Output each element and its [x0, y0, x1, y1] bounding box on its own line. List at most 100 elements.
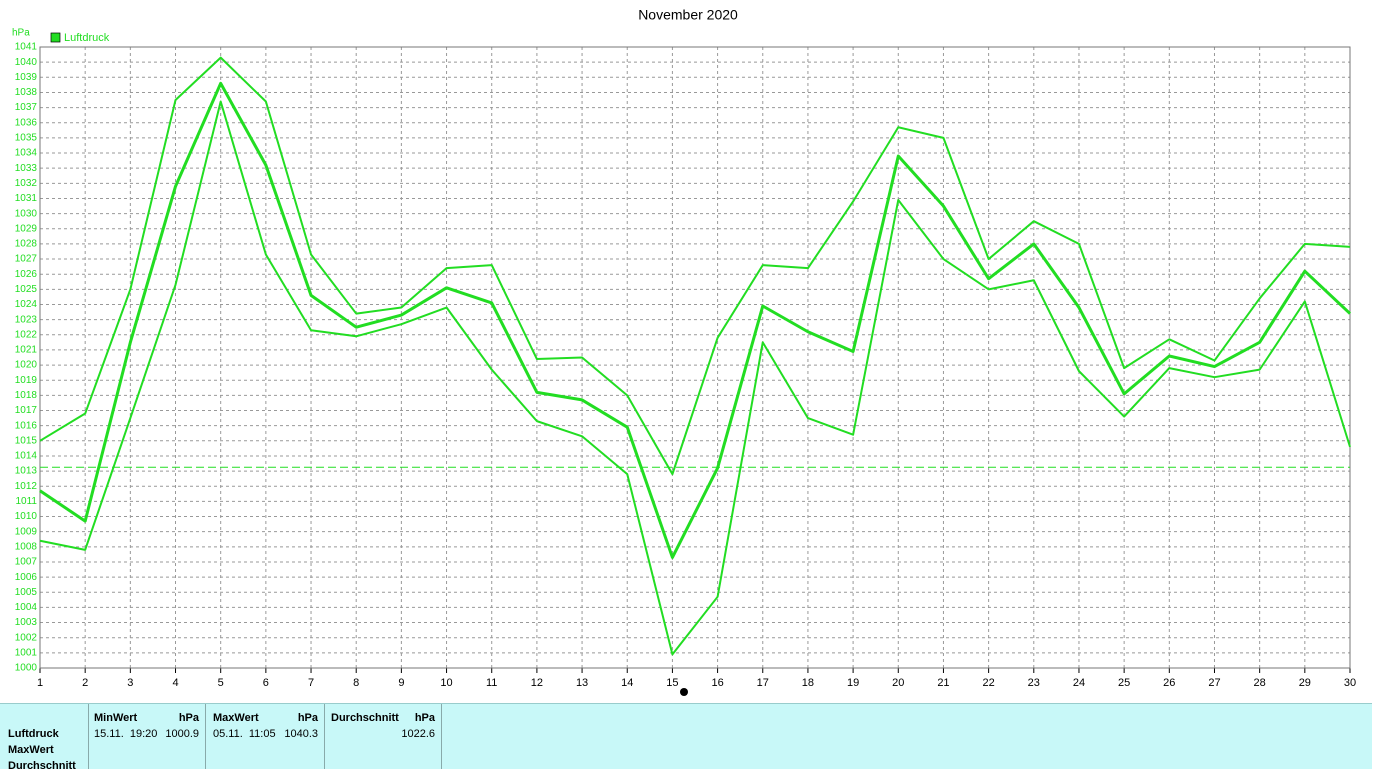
cell: 15.11. 19:20: [94, 728, 158, 740]
chart-title: November 2020: [638, 7, 738, 23]
x-tick-label: 8: [353, 677, 359, 689]
x-tick-label: 5: [218, 677, 224, 689]
cursor-marker: [680, 688, 688, 696]
row-label: MaxWert: [8, 744, 54, 756]
x-tick-label: 17: [757, 677, 769, 689]
cell: 1040.3: [284, 728, 318, 740]
y-tick-label: 1035: [15, 133, 38, 144]
x-tick-label: 26: [1163, 677, 1175, 689]
series-line: [39, 56, 1351, 476]
y-tick-label: 1032: [15, 178, 38, 189]
cell: 05.11. 11:05: [213, 728, 276, 740]
x-tick-label: 29: [1299, 677, 1311, 689]
x-tick-label: 13: [576, 677, 588, 689]
x-tick-label: 18: [802, 677, 814, 689]
y-tick-label: 1027: [15, 254, 38, 265]
y-tick-label: 1020: [15, 360, 38, 371]
x-tick-label: 23: [1028, 677, 1040, 689]
row-label: Luftdruck: [8, 728, 59, 740]
y-tick-label: 1025: [15, 284, 38, 295]
y-tick-label: 1001: [15, 647, 38, 658]
y-tick-label: 1023: [15, 314, 38, 325]
y-tick-label: 1015: [15, 435, 38, 446]
x-tick-label: 30: [1344, 677, 1356, 689]
y-tick-label: 1031: [15, 193, 38, 204]
y-tick-label: 1026: [15, 269, 38, 280]
column: Durchschnitt hPa 1022.6: [324, 704, 442, 769]
x-tick-label: 16: [711, 677, 723, 689]
y-tick-label: 1007: [15, 557, 38, 568]
y-tick-label: 1034: [15, 148, 38, 159]
scroll-area: [1372, 0, 1381, 703]
y-tick-label: 1016: [15, 420, 38, 431]
header-unit: hPa: [414, 712, 435, 724]
header: MinWert: [94, 712, 138, 724]
x-tick-label: 14: [621, 677, 633, 689]
x-tick-label: 19: [847, 677, 859, 689]
y-tick-label: 1024: [15, 299, 38, 310]
x-tick-label: 15: [666, 677, 678, 689]
y-tick-label: 1039: [15, 72, 38, 83]
y-tick-label: 1006: [15, 572, 38, 583]
header-unit: hPa: [297, 712, 318, 724]
x-tick-label: 1: [37, 677, 43, 689]
y-tick-label: 1002: [15, 632, 38, 643]
y-tick-label: 1030: [15, 208, 38, 219]
x-tick-label: 25: [1118, 677, 1130, 689]
x-tick-label: 7: [308, 677, 314, 689]
header: Durchschnitt: [331, 712, 399, 724]
series-line: [39, 100, 1351, 656]
y-tick-label: 1036: [15, 117, 38, 128]
x-tick-label: 20: [892, 677, 904, 689]
x-tick-label: 27: [1208, 677, 1220, 689]
y-tick-label: 1011: [15, 496, 37, 507]
y-tick-label: 1000: [15, 663, 38, 674]
x-tick-label: 11: [486, 677, 497, 689]
x-tick-label: 22: [982, 677, 994, 689]
x-tick-label: 21: [937, 677, 949, 689]
y-tick-label: 1041: [15, 42, 38, 53]
y-tick-label: 1038: [15, 87, 38, 98]
y-tick-label: 1019: [15, 375, 38, 386]
column: MinWert hPa 15.11. 19:20 1000.9: [88, 704, 205, 769]
x-tick-label: 10: [440, 677, 452, 689]
y-tick-label: 1014: [15, 451, 38, 462]
y-tick-label: 1004: [15, 602, 38, 613]
y-tick-label: 1022: [15, 329, 38, 340]
y-tick-label: 1009: [15, 526, 38, 537]
y-tick-label: 1028: [15, 239, 38, 250]
x-tick-label: 12: [531, 677, 543, 689]
y-tick-label: 1010: [15, 511, 38, 522]
header-unit: hPa: [178, 712, 199, 724]
x-tick-label: 9: [398, 677, 404, 689]
y-tick-label: 1040: [15, 57, 38, 68]
y-tick-label: 1003: [15, 617, 38, 628]
y-tick-label: 1033: [15, 163, 38, 174]
y-tick-label: 1018: [15, 390, 38, 401]
x-tick-label: 4: [172, 677, 178, 689]
x-tick-label: 2: [82, 677, 88, 689]
y-tick-label: 1005: [15, 587, 38, 598]
cell: 1000.9: [165, 728, 199, 740]
legend-swatch: [50, 32, 61, 43]
y-tick-label: 1012: [15, 481, 38, 492]
x-tick-label: 6: [263, 677, 269, 689]
x-tick-label: 28: [1254, 677, 1266, 689]
y-tick-label: 1021: [15, 345, 38, 356]
y-tick-label: 1029: [15, 223, 38, 234]
y-tick-label: 1017: [15, 405, 38, 416]
stats-panel: Luftdruck MaxWert Durchschnitt MinWert h…: [0, 703, 1372, 772]
legend-label: Luftdruck: [64, 32, 110, 44]
y-tick-label: 1013: [15, 466, 38, 477]
cell: 1022.6: [401, 728, 435, 740]
y-tick-label: 1008: [15, 541, 38, 552]
column: MaxWert hPa 05.11. 11:05 1040.3: [205, 704, 324, 769]
y-tick-label: 1037: [15, 102, 38, 113]
row-label: Durchschnitt: [8, 760, 76, 772]
x-tick-label: 3: [127, 677, 133, 689]
y-unit: hPa: [12, 28, 30, 39]
x-tick-label: 24: [1073, 677, 1085, 689]
plot-frame: [39, 46, 1351, 669]
series-line: [39, 81, 1352, 559]
